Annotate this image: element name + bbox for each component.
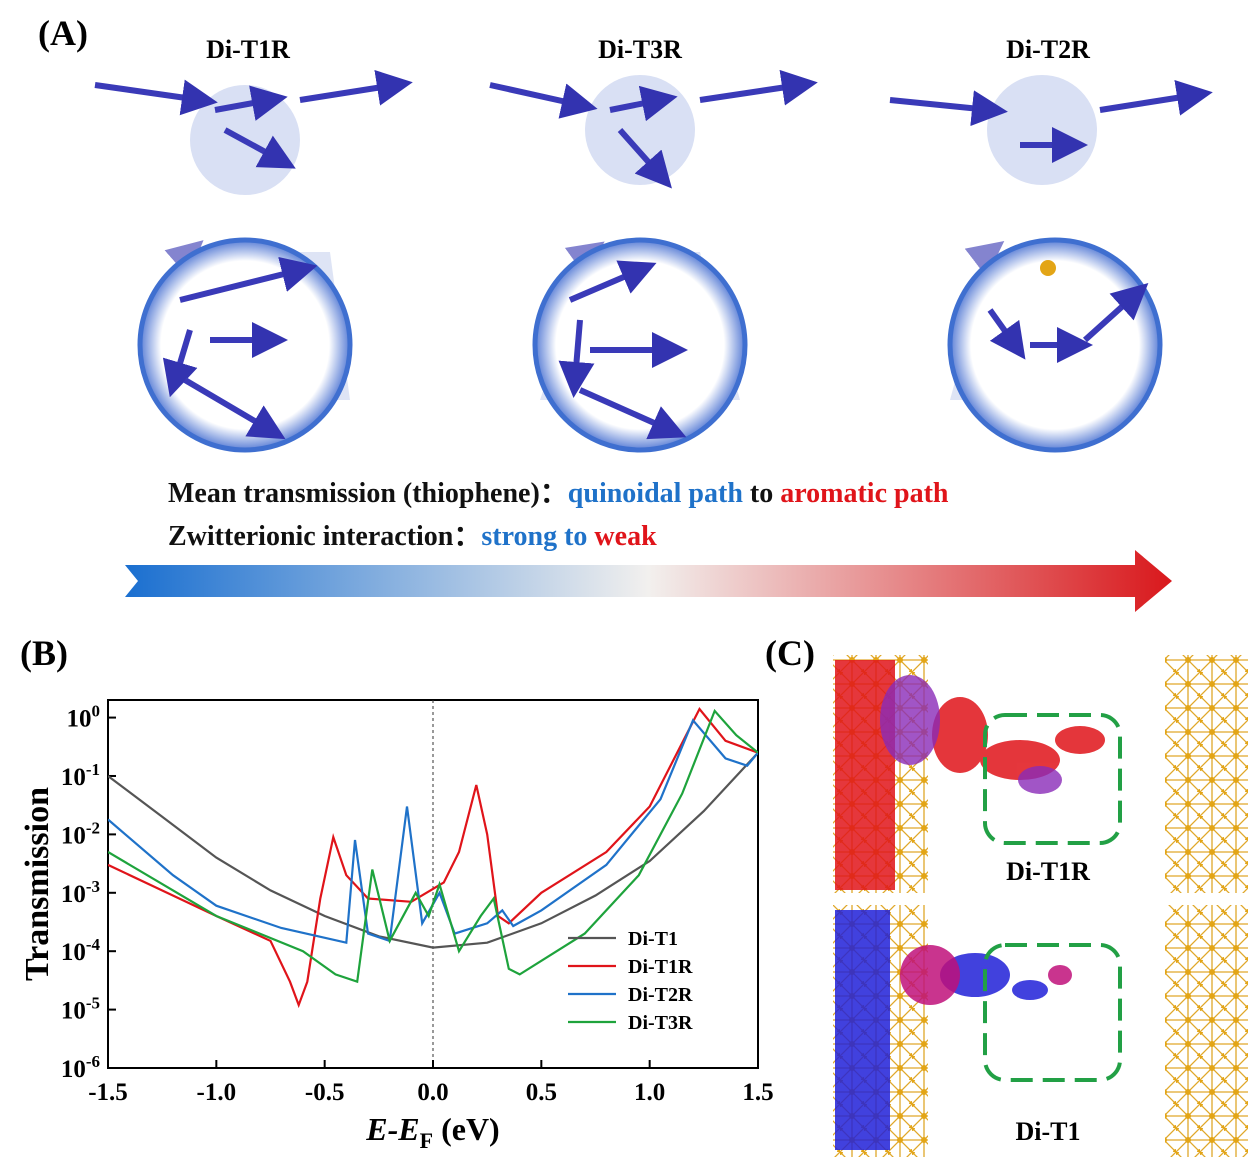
junction-illustration <box>833 655 1248 1157</box>
text: weak <box>587 521 657 552</box>
y-tick-label: 10-2 <box>61 818 100 849</box>
legend-label: Di-T1 <box>628 928 678 950</box>
caption: Di-T1R <box>1006 857 1090 886</box>
x-tick-label: 1.5 <box>742 1079 773 1106</box>
summary-line: Mean transmission (thiophene)：quinoidal … <box>168 478 949 509</box>
x-tick-label: -1.0 <box>197 1079 237 1106</box>
molecule-illustration <box>94 69 1213 453</box>
summary-line: Zwitterionic interaction：strong to weak <box>168 521 657 552</box>
legend-label: Di-T1R <box>628 956 693 978</box>
text: to <box>743 478 780 509</box>
text: Mean transmission (thiophene)： <box>168 478 568 509</box>
x-tick-label: 1.0 <box>634 1079 665 1106</box>
text: aromatic path <box>780 478 949 509</box>
molecule-title: Di-T3R <box>598 35 682 64</box>
x-axis-label-part: (eV) <box>433 1111 500 1147</box>
series-line <box>108 708 758 984</box>
panel-label: (B) <box>20 633 68 673</box>
legend-label: Di-T2R <box>628 984 693 1006</box>
y-tick-label: 10-1 <box>61 760 100 791</box>
text: quinoidal path <box>568 478 744 509</box>
y-tick-label: 10-5 <box>61 994 100 1025</box>
x-axis-label-part: F <box>420 1128 433 1153</box>
x-tick-label: -0.5 <box>305 1079 345 1106</box>
series-line <box>108 751 758 949</box>
legend-label: Di-T3R <box>628 1012 693 1034</box>
y-tick-label: 10-4 <box>61 935 101 966</box>
y-tick-label: 100 <box>67 702 101 733</box>
text: Zwitterionic interaction： <box>168 521 481 552</box>
x-tick-label: -1.5 <box>88 1079 128 1106</box>
gradient-arrow <box>125 550 1172 612</box>
panel-label: (A) <box>38 13 88 53</box>
y-tick-label: 10-3 <box>61 877 100 908</box>
x-axis-label-part: -E <box>388 1111 420 1147</box>
chart: -1.5 -1.0 -0.5 0.0 0.5 1.0 1.5 10-6 10-5 10-4 10-3… <box>19 699 774 1153</box>
molecule-title: Di-T1R <box>206 35 290 64</box>
y-axis-label: Transmission <box>19 787 56 981</box>
x-axis-label-part: E <box>365 1111 387 1147</box>
series-line <box>108 707 758 1009</box>
caption: Di-T1 <box>1016 1117 1081 1146</box>
panel-label: (C) <box>765 633 815 673</box>
molecule-title: Di-T2R <box>1006 35 1090 64</box>
y-tick-label: 10-6 <box>61 1052 100 1083</box>
x-axis-label: E-EF (eV) <box>365 1111 499 1153</box>
x-tick-label: 0.0 <box>417 1079 448 1106</box>
x-tick-label: 0.5 <box>526 1079 557 1106</box>
text: strong to <box>481 521 587 552</box>
